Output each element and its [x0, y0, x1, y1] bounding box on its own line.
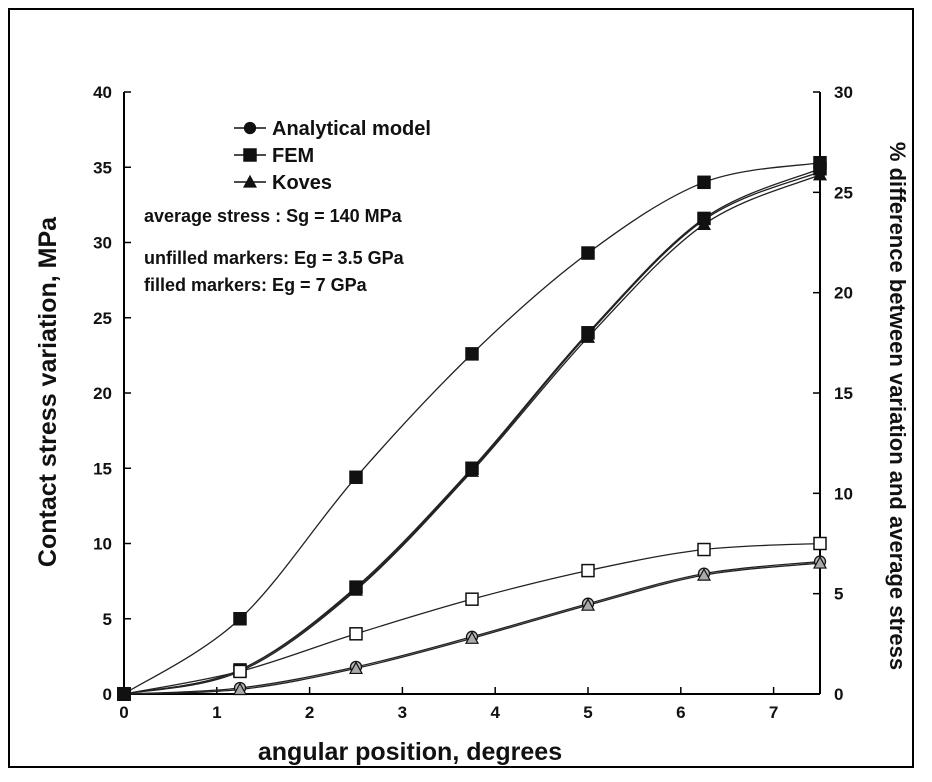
y-tick-label: 15 — [93, 459, 112, 478]
x-tick-label: 0 — [119, 703, 128, 722]
y-tick-label: 20 — [93, 384, 112, 403]
series-line-square-filled-0 — [123, 162, 821, 695]
y2-tick-label: 25 — [834, 183, 853, 202]
origin-marker — [117, 687, 131, 701]
y-tick-label: 0 — [103, 685, 112, 704]
data-point-square-unfilled — [581, 563, 595, 578]
data-point-square-filled — [697, 175, 711, 190]
data-point-triangle-filled — [580, 330, 596, 343]
series-lines — [123, 162, 821, 695]
legend: Analytical model FEM Koves — [234, 118, 431, 194]
data-point-square-unfilled — [349, 627, 363, 641]
annotation-text: filled markers: Eg = 7 GPa — [144, 275, 368, 295]
y2-axis-title: % difference between variation and avera… — [885, 142, 910, 670]
x-axis-title: angular position, degrees — [258, 738, 562, 766]
data-point-square-unfilled — [813, 536, 827, 551]
y2-tick-label: 0 — [834, 685, 843, 704]
series-markers — [117, 155, 828, 701]
data-point-square-filled — [581, 246, 595, 260]
data-point-triangle-filled — [812, 167, 828, 181]
y2-tick-label: 10 — [834, 484, 853, 503]
x-tick-label: 1 — [212, 703, 221, 722]
y2-tick-label: 20 — [834, 284, 853, 303]
y-tick-label: 25 — [93, 309, 112, 328]
data-point-square-unfilled — [465, 592, 479, 606]
legend-square-marker — [243, 148, 257, 162]
data-point-triangle-unfilled — [232, 682, 248, 696]
x-tick-label: 7 — [769, 703, 778, 722]
y-tick-label: 40 — [93, 83, 112, 102]
data-point-triangle-filled — [696, 217, 712, 231]
stress-variation-chart: 0 1 2 3 4 5 6 7 0 5 10 15 20 25 30 35 40 0 5 10 15 20 25 30 Ana… — [34, 83, 910, 766]
y2-tick-label: 15 — [834, 384, 853, 403]
x-tick-label: 4 — [490, 703, 500, 722]
y-tick-label: 30 — [93, 234, 112, 253]
y-tick-label: 5 — [103, 610, 112, 629]
data-point-triangle-filled — [348, 582, 364, 596]
data-point-triangle-unfilled — [348, 661, 364, 675]
data-point-triangle-unfilled — [696, 567, 712, 581]
y-axis-title: Contact stress variation, MPa — [34, 216, 62, 567]
data-point-square-unfilled — [697, 542, 711, 557]
y2-tick-label: 5 — [834, 585, 843, 604]
data-point-triangle-filled — [464, 464, 480, 477]
legend-label: Analytical model — [272, 118, 431, 140]
x-tick-label: 2 — [305, 703, 314, 722]
data-point-square-filled — [349, 470, 363, 485]
annotation-text: unfilled markers: Eg = 3.5 GPa — [144, 248, 405, 268]
data-point-triangle-unfilled — [464, 631, 480, 644]
data-point-triangle-unfilled — [580, 597, 596, 611]
y-tick-label: 10 — [93, 535, 112, 554]
axes: 0 1 2 3 4 5 6 7 0 5 10 15 20 25 30 35 40 0 5 10 15 20 25 30 — [93, 83, 853, 722]
legend-label: Koves — [272, 172, 332, 194]
legend-triangle-marker — [242, 174, 258, 188]
legend-circle-marker — [243, 121, 257, 135]
x-tick-label: 6 — [676, 703, 685, 722]
annotations: average stress : Sg = 140 MPa unfilled ma… — [144, 206, 405, 295]
data-point-square-unfilled — [233, 664, 247, 679]
data-point-square-filled — [233, 612, 247, 626]
data-point-square-filled — [465, 347, 479, 361]
figure-frame: 0 1 2 3 4 5 6 7 0 5 10 15 20 25 30 35 40 0 5 10 15 20 25 30 Ana… — [8, 8, 914, 768]
legend-label: FEM — [272, 145, 314, 167]
y-tick-label: 35 — [93, 158, 112, 177]
x-tick-label: 5 — [583, 703, 592, 722]
series-line-square-unfilled-4 — [123, 542, 821, 695]
annotation-text: average stress : Sg = 140 MPa — [144, 206, 403, 226]
x-tick-label: 3 — [398, 703, 407, 722]
data-point-triangle-unfilled — [812, 555, 828, 569]
y2-tick-label: 30 — [834, 83, 853, 102]
